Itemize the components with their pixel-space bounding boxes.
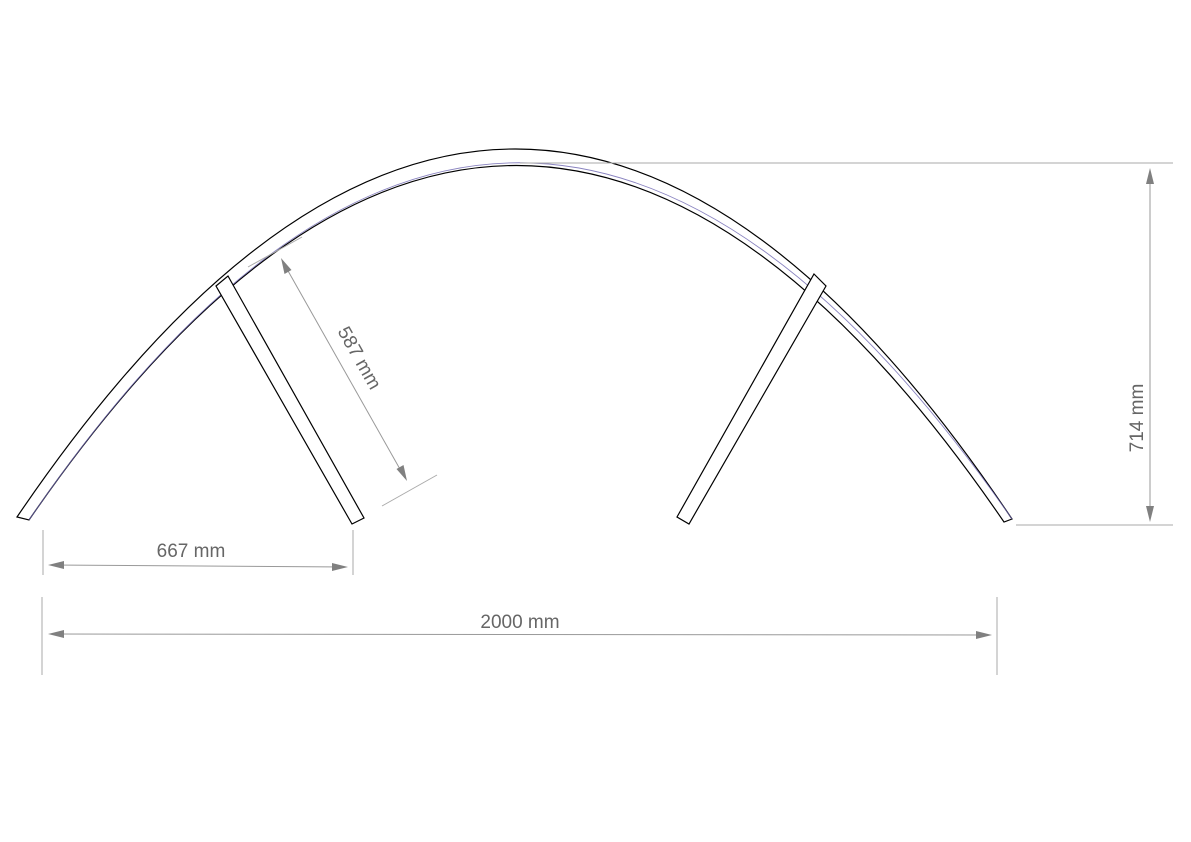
span-label: 2000 mm (480, 612, 559, 633)
right-strut (676, 273, 827, 525)
arch-band (16, 148, 1013, 523)
offset-arrow-left (48, 561, 64, 569)
span-arrow-left (48, 630, 64, 638)
leg-arrow-top (281, 258, 292, 274)
leg-length-label: 587 mm (333, 323, 385, 393)
dimension-leg-offset: 667 mm (42, 530, 354, 575)
leg-ext-line-top (247, 236, 303, 268)
height-arrow-bottom (1146, 506, 1154, 522)
leg-arrow-bottom (396, 465, 407, 481)
height-arrow-top (1146, 168, 1154, 184)
dimension-height: 714 mm (520, 162, 1173, 526)
offset-label: 667 mm (157, 541, 226, 562)
arch-outer-edge-accent (28, 162, 1013, 521)
left-strut (215, 275, 365, 525)
span-dim-line (49, 633, 991, 636)
offset-arrow-right (332, 563, 348, 571)
arch-frame (16, 148, 1013, 525)
dimension-span: 2000 mm (41, 597, 998, 675)
leg-ext-line-bottom (381, 474, 438, 507)
height-label: 714 mm (1127, 384, 1148, 453)
offset-dim-line (49, 564, 347, 568)
leg-dim-line (282, 261, 406, 479)
span-arrow-right (976, 631, 992, 639)
